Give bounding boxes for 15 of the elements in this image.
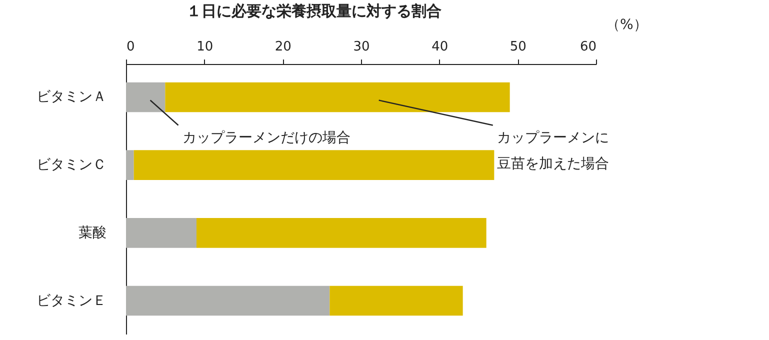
- x-tick-label: 20: [274, 40, 292, 54]
- y-tick-label: ビタミンＣ: [36, 157, 106, 174]
- x-tick-label: 60: [580, 40, 596, 54]
- x-axis-title: （%）: [606, 17, 648, 33]
- x-tick-label: 10: [196, 40, 214, 54]
- x-tick-label: 30: [353, 40, 370, 54]
- x-tick-label: 40: [432, 40, 448, 54]
- series-label: カップラーメンだけの場合: [182, 130, 350, 146]
- chart-title: １日に必要な栄養摂取量に対する割合: [186, 2, 442, 20]
- y-tick-label: ビタミンＡ: [36, 89, 106, 106]
- series-label: カップラーメンに豆苗を加えた場合: [496, 130, 609, 172]
- x-tick-label: 50: [510, 40, 526, 54]
- x-tick-label: 0: [126, 40, 135, 54]
- y-tick-label: 葉酸: [78, 224, 106, 241]
- y-tick-label: ビタミンＥ: [36, 292, 106, 309]
